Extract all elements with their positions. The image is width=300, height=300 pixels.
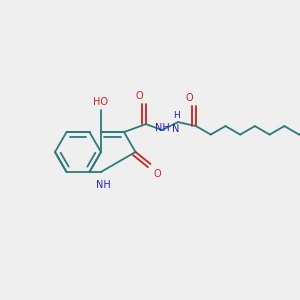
Text: NH: NH: [154, 123, 169, 133]
Text: O: O: [185, 93, 193, 103]
Text: NH: NH: [96, 180, 110, 190]
Text: H: H: [172, 111, 179, 120]
Text: HO: HO: [94, 97, 109, 107]
Text: O: O: [154, 169, 161, 179]
Text: N: N: [172, 124, 180, 134]
Text: O: O: [135, 91, 143, 101]
